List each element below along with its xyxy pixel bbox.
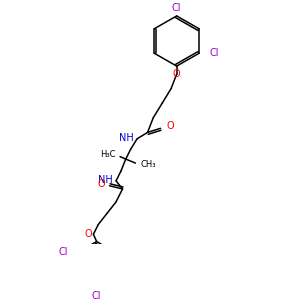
Text: O: O [84,229,92,239]
Text: H₃C: H₃C [100,150,115,159]
Text: NH: NH [98,175,113,185]
Text: Cl: Cl [92,291,101,300]
Text: Cl: Cl [210,48,219,58]
Text: Cl: Cl [58,247,68,257]
Text: NH: NH [119,133,134,143]
Text: CH₃: CH₃ [140,160,156,169]
Text: O: O [97,179,105,189]
Text: O: O [173,69,181,79]
Text: Cl: Cl [172,3,182,13]
Text: O: O [166,121,174,131]
